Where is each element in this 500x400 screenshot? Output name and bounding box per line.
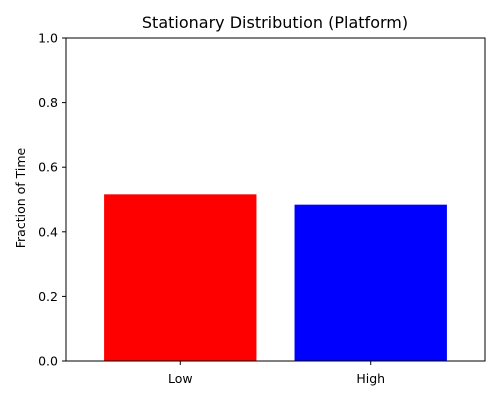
plot-frame (65, 37, 486, 362)
y-tick-label: 0.2 (38, 289, 58, 304)
y-axis-label: Fraction of Time (13, 147, 28, 248)
x-tick-label: Low (168, 371, 193, 386)
y-tick-label: 0.4 (38, 224, 58, 239)
y-tick-label: 0.8 (38, 95, 58, 110)
y-tick-label: 1.0 (38, 31, 58, 46)
y-tick-label: 0.6 (38, 160, 58, 175)
bar-low (104, 194, 257, 361)
bar-high (294, 204, 447, 361)
chart-title: Stationary Distribution (Platform) (142, 13, 408, 32)
x-tick-label: High (356, 371, 385, 386)
y-axis-ticks: 0.0 0.2 0.4 0.6 0.8 1.0 (38, 31, 66, 369)
y-tick-label: 0.0 (38, 354, 58, 369)
x-axis-ticks: Low High (168, 361, 385, 386)
bars-group (104, 194, 447, 361)
